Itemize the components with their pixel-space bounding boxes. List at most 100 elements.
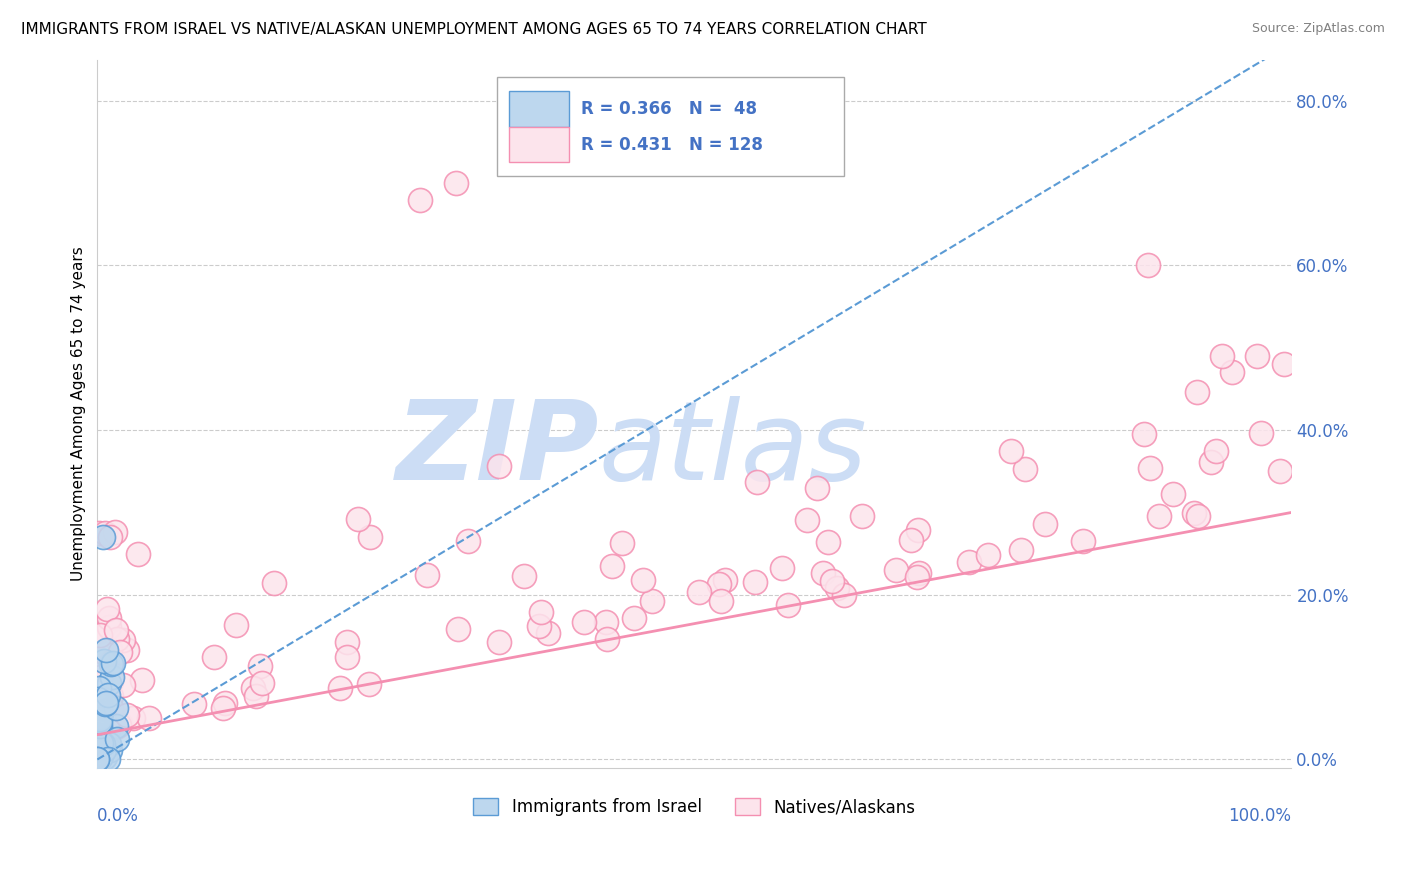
Point: [1139, 460, 1161, 475]
Point: [112, 678, 135, 692]
Point: [1133, 426, 1156, 441]
Point: [89, 721, 111, 735]
Point: [825, 581, 848, 595]
Point: [183, 697, 205, 711]
Point: [89, 722, 111, 736]
Point: [91, 676, 114, 690]
Point: [89, 655, 111, 669]
Point: [817, 535, 839, 549]
Point: [907, 524, 929, 538]
Point: [1071, 534, 1094, 549]
Text: R = 0.366   N =  48: R = 0.366 N = 48: [581, 100, 756, 118]
Point: [90, 739, 112, 753]
Point: [115, 643, 138, 657]
Point: [1246, 349, 1268, 363]
Point: [225, 617, 247, 632]
Point: [89, 715, 111, 730]
Point: [1220, 366, 1243, 380]
Point: [1000, 444, 1022, 458]
Point: [488, 458, 510, 473]
Point: [1161, 486, 1184, 500]
Point: [89, 713, 111, 727]
Point: [86, 752, 108, 766]
Point: [900, 533, 922, 547]
Point: [832, 588, 855, 602]
Point: [107, 717, 129, 731]
Point: [97, 737, 120, 751]
Point: [97, 752, 120, 766]
Text: ZIP: ZIP: [395, 395, 599, 502]
Point: [104, 701, 127, 715]
Point: [806, 481, 828, 495]
Point: [1184, 506, 1206, 520]
Point: [346, 512, 368, 526]
Point: [104, 525, 127, 540]
Point: [359, 677, 381, 691]
Point: [884, 563, 907, 577]
Point: [93, 699, 115, 714]
Point: [596, 632, 619, 646]
Point: [87, 723, 110, 737]
Point: [108, 645, 131, 659]
Point: [97, 688, 120, 702]
Point: [1014, 462, 1036, 476]
Point: [101, 657, 124, 671]
Point: [89, 719, 111, 733]
FancyBboxPatch shape: [498, 78, 844, 177]
Point: [98, 643, 121, 657]
Point: [90, 739, 112, 753]
Point: [131, 673, 153, 688]
Point: [250, 675, 273, 690]
Point: [595, 615, 617, 630]
Point: [100, 689, 122, 703]
Point: [104, 720, 127, 734]
Point: [821, 574, 844, 588]
Point: [104, 719, 127, 733]
Point: [416, 568, 439, 582]
Point: [612, 535, 634, 549]
Point: [86, 731, 108, 745]
Point: [93, 654, 115, 668]
Point: [572, 615, 595, 629]
Point: [1185, 385, 1208, 400]
Point: [87, 632, 110, 646]
Point: [90, 739, 112, 754]
Point: [359, 530, 381, 544]
Point: [335, 650, 357, 665]
Point: [90, 690, 112, 705]
Point: [513, 568, 536, 582]
Point: [87, 724, 110, 739]
Point: [96, 648, 118, 662]
Point: [329, 681, 352, 695]
FancyBboxPatch shape: [509, 92, 569, 127]
Point: [96, 714, 118, 728]
Point: [633, 573, 655, 587]
Point: [600, 559, 623, 574]
Point: [94, 525, 117, 540]
Point: [94, 697, 117, 711]
Point: [94, 750, 117, 764]
Point: [115, 707, 138, 722]
Point: [1010, 543, 1032, 558]
Point: [713, 573, 735, 587]
Point: [87, 686, 110, 700]
Text: IMMIGRANTS FROM ISRAEL VS NATIVE/ALASKAN UNEMPLOYMENT AMONG AGES 65 TO 74 YEARS : IMMIGRANTS FROM ISRAEL VS NATIVE/ALASKAN…: [21, 22, 927, 37]
Point: [744, 575, 766, 590]
Point: [100, 670, 122, 684]
Point: [97, 620, 120, 634]
Point: [776, 598, 799, 612]
Point: [87, 723, 110, 738]
Point: [242, 681, 264, 695]
Point: [100, 674, 122, 689]
Point: [94, 687, 117, 701]
Point: [96, 602, 118, 616]
Point: [108, 716, 131, 731]
Point: [100, 701, 122, 715]
Point: [1268, 464, 1291, 478]
Point: [98, 743, 121, 757]
Point: [688, 584, 710, 599]
Point: [97, 723, 120, 737]
Point: [641, 594, 664, 608]
Point: [447, 622, 470, 636]
Point: [89, 751, 111, 765]
